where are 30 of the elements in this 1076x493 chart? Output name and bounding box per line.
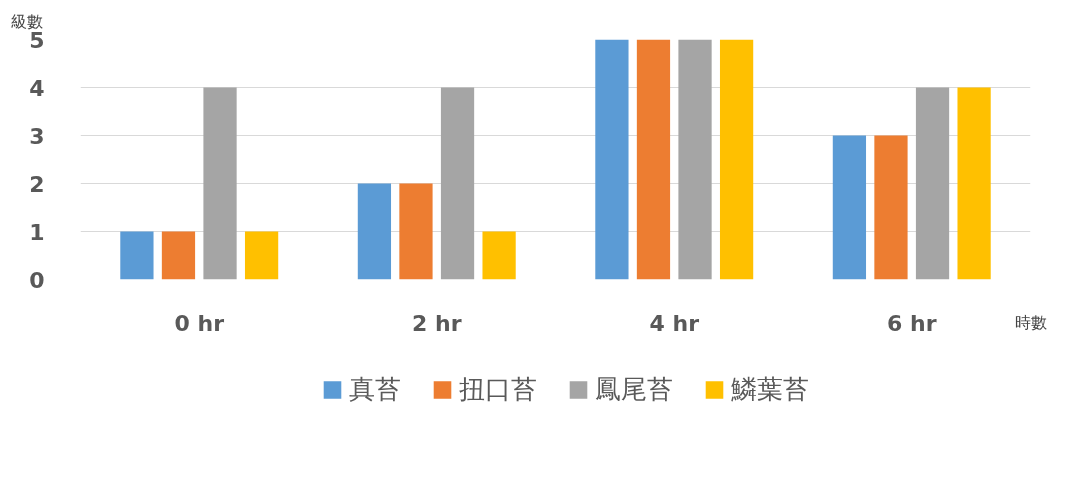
bar bbox=[399, 183, 433, 280]
y-tick-label: 3 bbox=[29, 123, 45, 149]
bar bbox=[719, 39, 754, 280]
legend-label: 扭口苔 bbox=[459, 372, 537, 406]
bar bbox=[915, 87, 950, 280]
bar bbox=[161, 231, 196, 280]
bar bbox=[203, 87, 237, 280]
x-tick-label: 2 hr bbox=[412, 310, 462, 336]
bar bbox=[357, 183, 392, 280]
bar bbox=[678, 39, 712, 280]
bar bbox=[482, 231, 516, 280]
bar bbox=[440, 87, 475, 280]
legend-label: 真苔 bbox=[349, 372, 401, 406]
bar bbox=[874, 135, 908, 280]
bar bbox=[636, 39, 671, 280]
y-tick-label: 0 bbox=[29, 267, 45, 293]
legend-label: 鳳尾苔 bbox=[595, 372, 673, 406]
x-tick-label: 4 hr bbox=[649, 310, 700, 336]
bar bbox=[832, 135, 867, 280]
legend-label: 鱗葉苔 bbox=[731, 372, 809, 406]
x-axis-title: 時數 bbox=[1014, 313, 1047, 331]
y-tick-label: 2 bbox=[29, 171, 45, 197]
y-tick-label: 1 bbox=[29, 219, 45, 245]
bar bbox=[595, 39, 629, 280]
x-tick-label: 6 hr bbox=[887, 310, 937, 336]
bar bbox=[957, 87, 991, 280]
x-tick-label: 0 hr bbox=[174, 310, 225, 336]
y-tick-label: 4 bbox=[29, 75, 45, 101]
bar bbox=[120, 231, 154, 280]
bar bbox=[244, 231, 279, 280]
